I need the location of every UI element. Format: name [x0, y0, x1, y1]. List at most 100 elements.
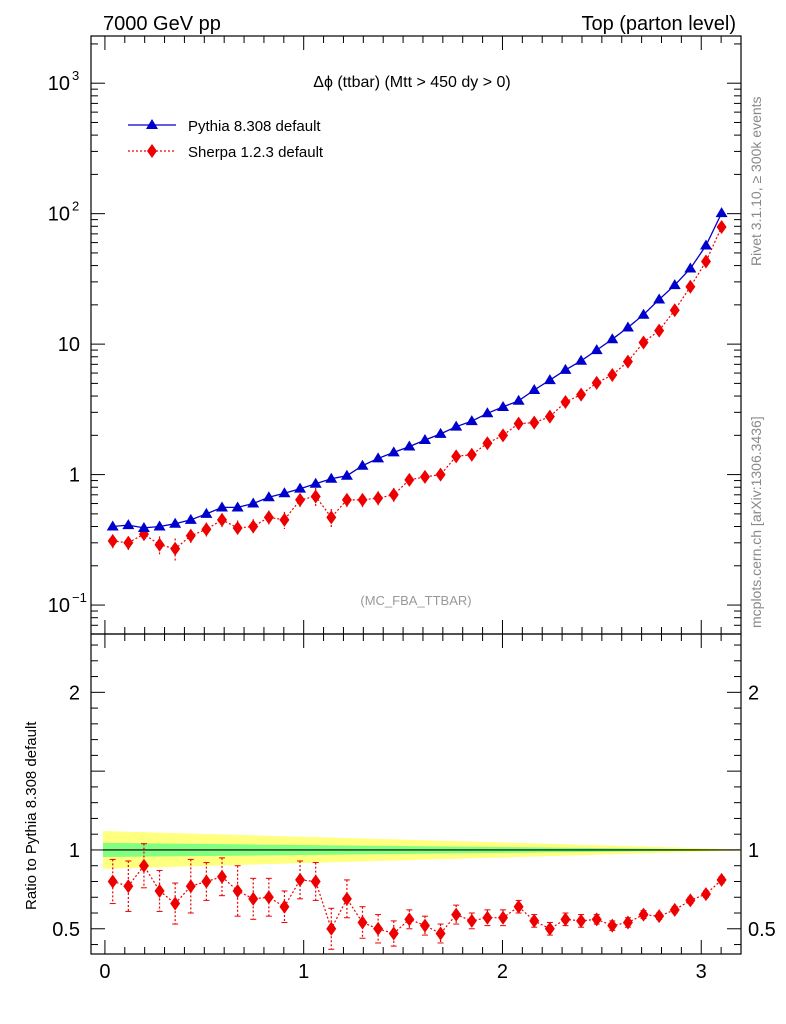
ratio-point — [263, 890, 274, 905]
main-ticks — [91, 36, 742, 635]
pythia-point — [231, 501, 244, 512]
ratio-series — [107, 843, 727, 950]
sherpa-point — [560, 395, 571, 410]
pythia-point — [621, 321, 634, 332]
ratio-y-label-right: 0.5 — [748, 919, 776, 941]
ratio-point — [669, 902, 680, 917]
legend-label-pythia: Pythia 8.308 default — [188, 118, 321, 135]
ratio-y-label-left: 1 — [69, 840, 80, 862]
sherpa-point — [498, 428, 509, 443]
ratio-point — [654, 909, 665, 924]
sherpa-point — [279, 512, 290, 527]
ratio-point — [591, 912, 602, 927]
pythia-point — [590, 344, 603, 355]
sherpa-point — [201, 522, 212, 537]
ratio-point — [576, 913, 587, 928]
pythia-point — [340, 469, 353, 480]
pythia-point — [372, 452, 385, 463]
sherpa-point — [419, 469, 430, 484]
x-tick-label: 0 — [99, 961, 110, 983]
header-left: 7000 GeV pp — [103, 13, 221, 35]
ratio-point — [279, 899, 290, 914]
ratio-point — [529, 913, 540, 928]
pythia-point — [559, 363, 572, 374]
ratio-point — [498, 910, 509, 925]
ratio-point — [154, 883, 165, 898]
pythia-point — [387, 446, 400, 457]
sherpa-point — [482, 436, 493, 451]
pythia-point — [512, 394, 525, 405]
sherpa-line — [112, 226, 723, 550]
pythia-point — [309, 477, 322, 488]
pythia-point — [450, 420, 463, 431]
x-tick-label: 1 — [298, 961, 309, 983]
ratio-point — [466, 913, 477, 928]
ratio-ticks — [91, 634, 742, 954]
y-tick-label: 10 — [48, 73, 70, 95]
pythia-line — [112, 212, 723, 529]
sherpa-point — [607, 367, 618, 382]
sherpa-point — [685, 279, 696, 294]
ratio-point — [185, 879, 196, 894]
pythia-point — [106, 520, 119, 531]
y-tick-label-exponent: 3 — [72, 68, 79, 83]
sherpa-point — [669, 303, 680, 318]
ratio-y-label-right: 1 — [748, 840, 759, 862]
sherpa-point — [357, 492, 368, 507]
sherpa-point — [622, 354, 633, 369]
x-tick-labels: 0 1 2 3 — [99, 961, 706, 983]
ratio-sherpa-line — [112, 864, 723, 935]
ratio-point — [295, 872, 306, 887]
ratio-point — [419, 918, 430, 933]
pythia-point — [356, 459, 369, 470]
ratio-point — [388, 926, 399, 941]
sherpa-point — [170, 541, 181, 556]
ratio-point — [107, 874, 118, 889]
ratio-point — [435, 926, 446, 941]
pythia-point — [575, 354, 588, 365]
y-tick-label: 10 — [58, 334, 80, 356]
ratio-point — [607, 918, 618, 933]
sherpa-point — [341, 492, 352, 507]
pythia-point — [668, 279, 681, 290]
legend-label-sherpa: Sherpa 1.2.3 default — [188, 144, 324, 161]
legend: Pythia 8.308 default Sherpa 1.2.3 defaul… — [128, 118, 324, 161]
ratio-point — [170, 896, 181, 911]
ratio-point — [716, 872, 727, 887]
sherpa-point — [232, 520, 243, 535]
ratio-tick-labels: 0.5 0.5 1 1 2 2 — [52, 682, 776, 940]
ratio-point — [357, 915, 368, 930]
pythia-point — [247, 497, 260, 508]
legend-marker-pythia — [146, 119, 158, 129]
pythia-point — [153, 520, 166, 531]
ratio-point — [326, 921, 337, 936]
header: 7000 GeV pp Top (parton level) — [103, 13, 736, 35]
sherpa-point — [123, 535, 134, 550]
pythia-point — [434, 427, 447, 438]
ratio-frame — [90, 633, 742, 955]
x-tick-label: 2 — [497, 961, 508, 983]
pythia-point — [715, 207, 728, 218]
y-tick-label: 10 — [48, 204, 70, 226]
sherpa-point — [700, 254, 711, 269]
sherpa-point — [435, 467, 446, 482]
sherpa-point — [263, 510, 274, 525]
sherpa-point — [466, 447, 477, 462]
watermark: (MC_FBA_TTBAR) — [360, 593, 471, 608]
pythia-point — [418, 434, 431, 445]
sherpa-point — [107, 533, 118, 548]
pythia-point — [637, 308, 650, 319]
sherpa-point — [544, 409, 555, 424]
pythia-point — [403, 440, 416, 451]
main-series — [106, 207, 728, 562]
pythia-point — [528, 384, 541, 395]
ratio-y-label-right: 2 — [748, 682, 759, 704]
ratio-point — [513, 899, 524, 914]
pythia-point — [699, 239, 712, 250]
ratio-point — [560, 912, 571, 927]
pythia-point — [497, 400, 510, 411]
y-tick-label: 10 — [48, 595, 70, 617]
